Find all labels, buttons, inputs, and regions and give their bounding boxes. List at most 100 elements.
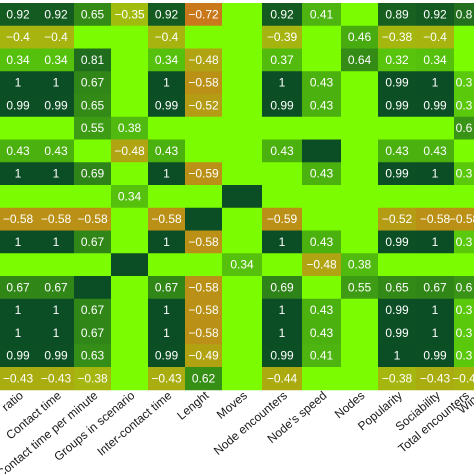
heatmap-cell [111,276,148,300]
heatmap-cell [148,48,185,72]
heatmap-cell [302,253,341,277]
heatmap-cell [185,162,222,186]
heatmap-cell [416,298,454,322]
heatmap-cell [148,230,185,254]
cell-value-label: 0.92 [6,7,30,21]
cell-value-label: 1 [432,303,439,317]
cell-value-label: 0.99 [44,98,68,112]
heatmap-cell [185,139,222,163]
heatmap-cell [262,25,302,49]
cell-value-label: 0.81 [81,53,105,67]
cell-value-label: 1 [53,76,60,90]
heatmap-cell [341,139,378,163]
heatmap-cell [148,253,185,277]
cell-value-label: 0.3 [456,303,473,317]
heatmap-cell [0,185,38,209]
heatmap-cell [222,94,262,118]
heatmap-cell [222,25,262,49]
heatmap-cell [378,185,416,209]
heatmap-cell [185,71,222,95]
heatmap-cell [341,207,378,231]
heatmap-cell [262,230,302,254]
cell-value-label: 0.67 [6,280,30,294]
heatmap-cell [148,94,185,118]
heatmap-cell [74,207,111,231]
heatmap-cell [262,185,302,209]
heatmap-cell [416,253,454,277]
cell-value-label: 0.38 [348,258,372,272]
heatmap-cells [0,3,474,391]
heatmap-cell [378,321,416,345]
x-tick-label: ratio [0,388,26,414]
cell-value-label: 0.37 [270,53,294,67]
cell-value-label: 1 [163,326,170,340]
heatmap-cell [262,298,302,322]
cell-value-label: 0.92 [423,7,447,21]
heatmap-cell [416,94,454,118]
x-tick-label: Moves [214,388,250,421]
cell-value-label: 1 [432,76,439,90]
cell-value-label: −0.39 [267,30,298,44]
heatmap-cell [38,71,74,95]
heatmap-cell [38,139,74,163]
heatmap-cell [38,25,74,49]
heatmap-cell [416,162,454,186]
cell-value-label: 0.99 [270,98,294,112]
heatmap-cell [262,162,302,186]
cell-value-label: −0.58 [188,76,219,90]
cell-value-label: 0.99 [270,349,294,363]
heatmap-cell [38,48,74,72]
cell-value-label: −0.35 [114,7,145,21]
heatmap-cell [302,71,341,95]
cell-value-label: 1 [53,326,60,340]
heatmap-cell [111,367,148,391]
heatmap-cell [185,230,222,254]
heatmap-cell [222,253,262,277]
heatmap-cell [74,344,111,368]
x-tick-label: Lenght [174,388,212,423]
heatmap-cell [185,207,222,231]
heatmap-cell [302,48,341,72]
heatmap-cell [38,321,74,345]
cell-value-label: 0.99 [155,349,179,363]
cell-value-label: −0.58 [449,212,474,226]
cell-value-label: 1 [394,349,401,363]
heatmap-cell [222,230,262,254]
heatmap-cell [74,230,111,254]
heatmap-cell [341,162,378,186]
heatmap-cell [38,3,74,27]
heatmap-cell [302,25,341,49]
heatmap-cell [454,185,474,209]
heatmap-cell [416,116,454,140]
cell-value-label: 0.43 [423,144,447,158]
cell-value-label: 1 [432,167,439,181]
cell-value-label: −0.4 [423,30,447,44]
heatmap-cell [416,25,454,49]
cell-value-label: 0.34 [44,53,68,67]
cell-value-label: 0.69 [81,167,105,181]
heatmap-cell [185,116,222,140]
heatmap-cell [302,344,341,368]
heatmap-cell [111,185,148,209]
cell-value-label: −0.52 [188,98,219,112]
heatmap-cell [378,48,416,72]
cell-value-label: 0.55 [81,121,105,135]
cell-value-label: 0.55 [348,280,372,294]
heatmap-cell [74,71,111,95]
cell-value-label: −0.48 [114,144,145,158]
heatmap-cell [185,367,222,391]
heatmap-cell [111,3,148,27]
heatmap-cell [341,230,378,254]
heatmap-cell [0,71,38,95]
cell-value-label: 0.43 [310,303,334,317]
cell-value-label: −0.4 [452,371,474,385]
cell-value-label: 0.99 [385,76,409,90]
cell-value-label: 0.43 [44,144,68,158]
heatmap-cell [74,162,111,186]
heatmap-cell [38,116,74,140]
heatmap-cell [454,367,474,391]
heatmap-cell [38,185,74,209]
heatmap-cell [341,185,378,209]
heatmap-cell [378,276,416,300]
